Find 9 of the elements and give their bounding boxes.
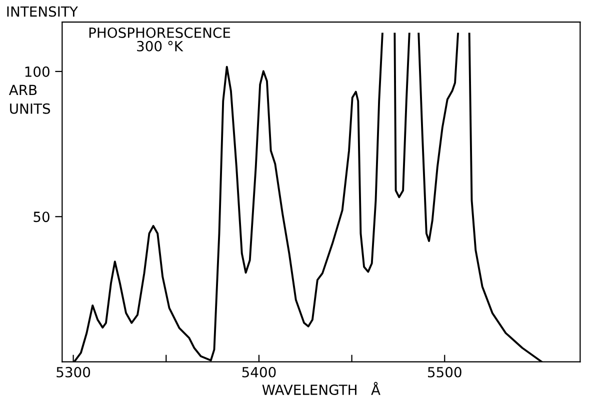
text: PHOSPHORESCENCE 300 °K — [89, 27, 230, 52]
y-tick-label: 50 — [34, 212, 50, 222]
x-axis-title: WAVELENGTH Å — [262, 382, 380, 396]
x-tick-label: 5400 — [242, 366, 276, 378]
x-tick-label: 5300 — [56, 366, 90, 378]
y-tick-label: 100 — [25, 66, 50, 77]
y-axis-title: INTENSITY — [7, 6, 78, 17]
x-tick-label: 5500 — [428, 366, 462, 378]
text: ARB UNITS — [8, 84, 50, 114]
